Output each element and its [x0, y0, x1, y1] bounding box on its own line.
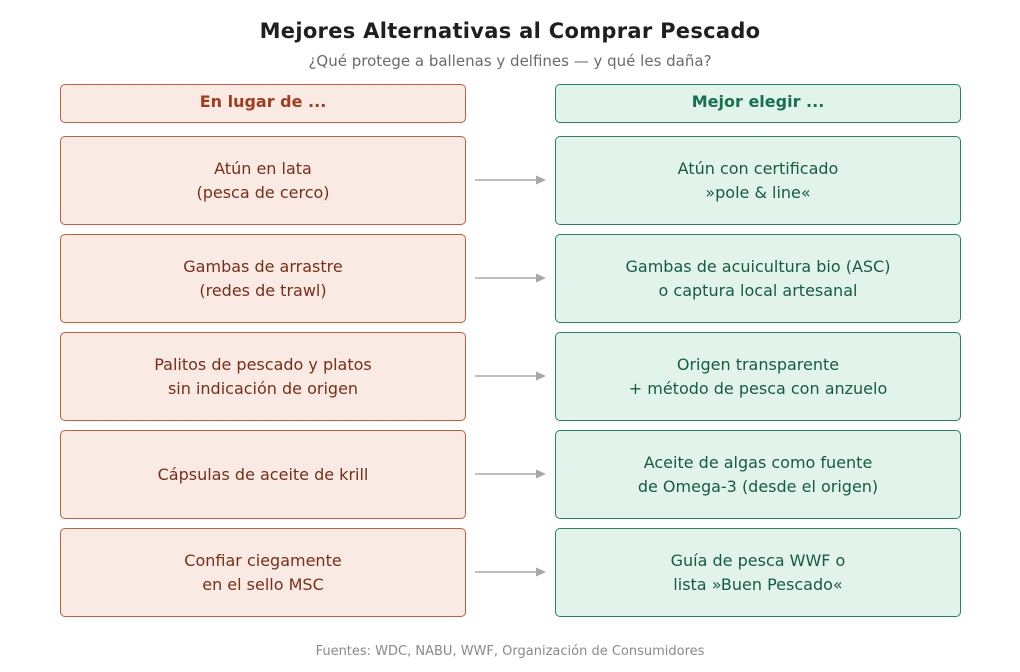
header-better-choose: Mejor elegir ... — [555, 84, 961, 123]
chart-subtitle: ¿Qué protege a ballenas y delfines — y q… — [308, 52, 712, 70]
arrow-5 — [475, 567, 546, 577]
alternative-box-2: Gambas de acuicultura bio (ASC) o captur… — [555, 234, 961, 323]
alternative-box-5: Guía de pesca WWF o lista »Buen Pescado« — [555, 528, 961, 617]
sources-footer: Fuentes: WDC, NABU, WWF, Organización de… — [315, 644, 705, 659]
avoid-box-5: Confiar ciegamente en el sello MSC — [60, 528, 466, 617]
arrow-1 — [475, 175, 546, 185]
avoid-box-1: Atún en lata (pesca de cerco) — [60, 136, 466, 225]
avoid-box-3: Palitos de pescado y platos sin indicaci… — [60, 332, 466, 421]
avoid-box-2: Gambas de arrastre (redes de trawl) — [60, 234, 466, 323]
arrow-2 — [475, 273, 546, 283]
header-instead-of: En lugar de ... — [60, 84, 466, 123]
alternative-box-1: Atún con certificado »pole & line« — [555, 136, 961, 225]
arrow-4 — [475, 469, 546, 479]
chart-title: Mejores Alternativas al Comprar Pescado — [259, 19, 761, 43]
arrow-3 — [475, 371, 546, 381]
avoid-box-4: Cápsulas de aceite de krill — [60, 430, 466, 519]
alternative-box-3: Origen transparente + método de pesca co… — [555, 332, 961, 421]
alternative-box-4: Aceite de algas como fuente de Omega-3 (… — [555, 430, 961, 519]
